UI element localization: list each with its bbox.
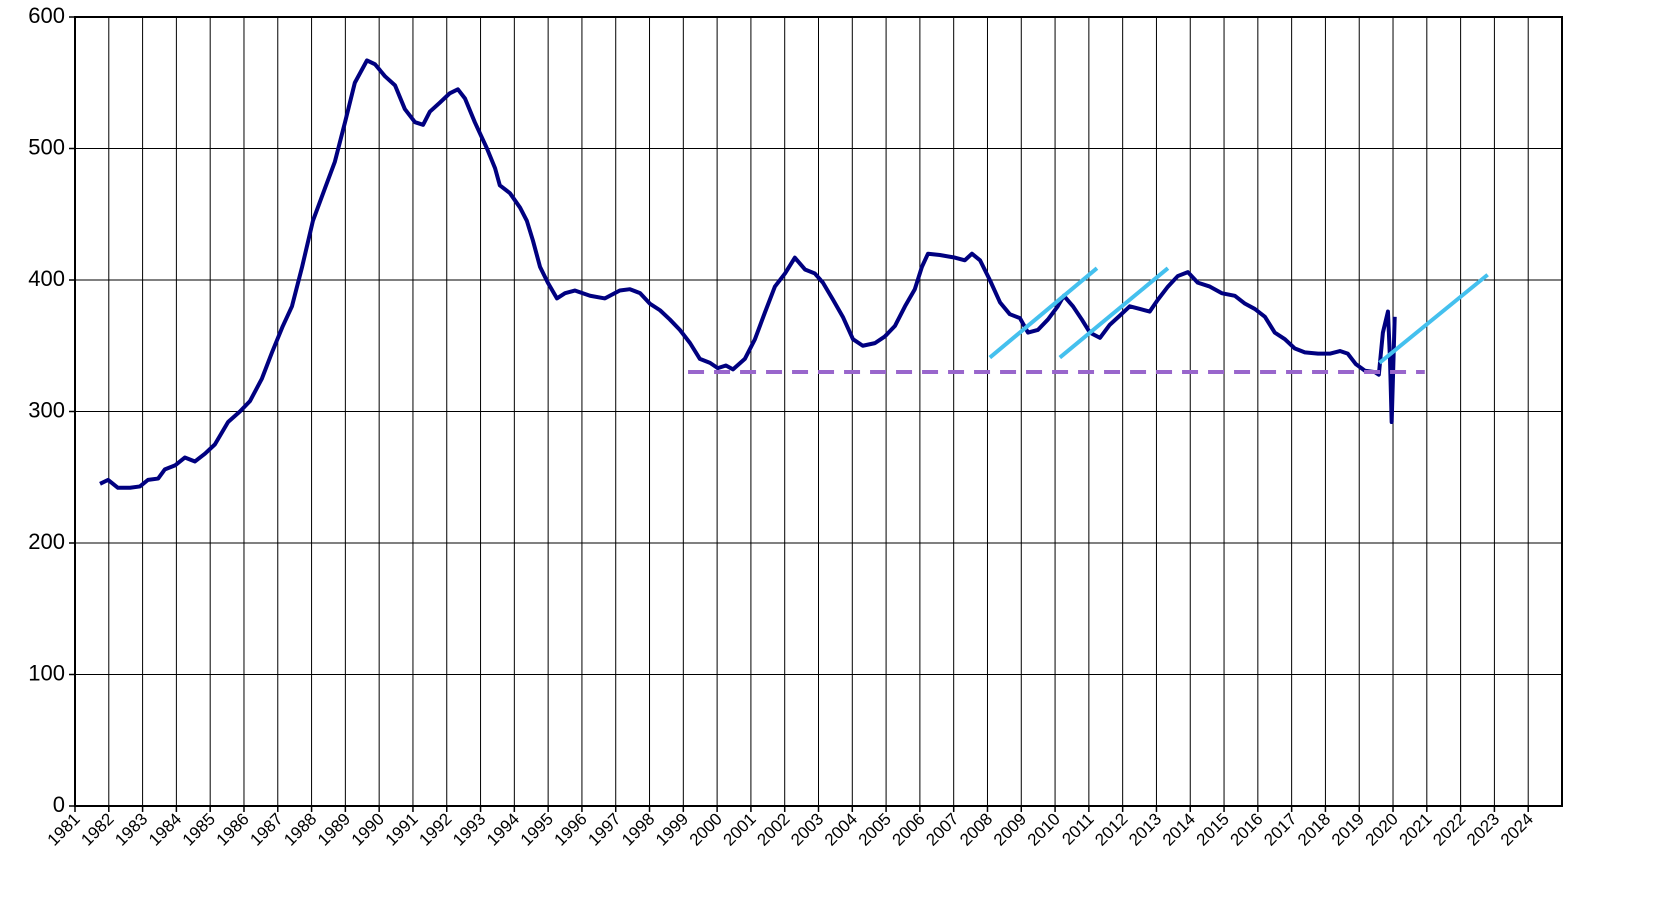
x-tick-label: 1982 xyxy=(77,809,117,849)
x-tick-label: 1995 xyxy=(517,809,557,849)
x-tick-label: 2009 xyxy=(990,809,1030,849)
y-tick-label: 600 xyxy=(28,3,65,28)
x-tick-label: 2010 xyxy=(1024,809,1064,849)
x-tick-label: 2006 xyxy=(889,809,929,849)
x-tick-label: 1996 xyxy=(551,809,591,849)
x-tick-label: 2005 xyxy=(855,809,895,849)
data-line xyxy=(1378,273,1489,365)
x-tick-label: 2008 xyxy=(956,809,996,849)
x-tick-label: 2020 xyxy=(1362,809,1402,849)
x-tick-label: 1993 xyxy=(449,809,489,849)
x-tick-label: 2013 xyxy=(1125,809,1165,849)
x-tick-label: 1986 xyxy=(213,809,253,849)
x-tick-label: 2019 xyxy=(1328,809,1368,849)
x-tick-label: 2016 xyxy=(1226,809,1266,849)
x-tick-label: 1998 xyxy=(618,809,658,849)
x-tick-label: 1981 xyxy=(44,809,84,849)
x-tick-label: 2018 xyxy=(1294,809,1334,849)
x-tick-label: 1990 xyxy=(348,809,388,849)
x-tick-label: 1987 xyxy=(246,809,286,849)
data-line xyxy=(988,266,1099,360)
plot-frame xyxy=(74,16,1563,807)
x-tick-label: 2000 xyxy=(686,809,726,849)
data-line xyxy=(1058,266,1170,360)
y-tick-label: 100 xyxy=(28,660,65,685)
x-tick-label: 2001 xyxy=(720,809,760,849)
x-tick-label: 2003 xyxy=(787,809,827,849)
x-tick-label: 2021 xyxy=(1395,809,1435,849)
x-tick-label: 2012 xyxy=(1091,809,1131,849)
x-tick-label: 2015 xyxy=(1193,809,1233,849)
x-tick-label: 1985 xyxy=(179,809,219,849)
x-tick-label: 1999 xyxy=(652,809,692,849)
x-tick-label: 2024 xyxy=(1497,809,1537,849)
x-tick-label: 2022 xyxy=(1429,809,1469,849)
x-tick-label: 2023 xyxy=(1463,809,1503,849)
x-tick-label: 2017 xyxy=(1260,809,1300,849)
x-tick-label: 2002 xyxy=(753,809,793,849)
x-tick-label: 1984 xyxy=(145,809,185,849)
x-tick-label: 1997 xyxy=(584,809,624,849)
x-tick-label: 2004 xyxy=(821,809,861,849)
x-tick-label: 1988 xyxy=(280,809,320,849)
y-tick-label: 200 xyxy=(28,529,65,554)
x-tick-label: 1983 xyxy=(111,809,151,849)
x-tick-label: 1989 xyxy=(314,809,354,849)
x-tick-label: 2011 xyxy=(1058,809,1097,848)
y-tick-label: 300 xyxy=(28,397,65,422)
y-tick-label: 0 xyxy=(53,792,65,817)
x-tick-label: 1991 xyxy=(382,809,422,849)
data-line xyxy=(99,58,1397,490)
x-tick-label: 2014 xyxy=(1159,809,1199,849)
x-tick-label: 1992 xyxy=(415,809,455,849)
x-tick-label: 1994 xyxy=(483,809,523,849)
y-tick-label: 500 xyxy=(28,134,65,159)
y-tick-label: 400 xyxy=(28,266,65,291)
x-tick-label: 2007 xyxy=(922,809,962,849)
